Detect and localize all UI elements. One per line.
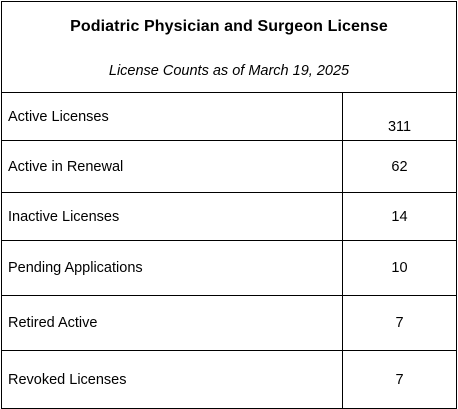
table-row: Retired Active 7 (1, 295, 457, 351)
row-label: Pending Applications (1, 240, 343, 296)
table-header: Podiatric Physician and Surgeon License … (1, 1, 457, 92)
row-value: 10 (342, 240, 457, 296)
table-row: Active Licenses 311 (1, 92, 457, 141)
document-subtitle: License Counts as of March 19, 2025 (108, 63, 350, 79)
row-label: Retired Active (1, 295, 343, 351)
row-value: 14 (342, 192, 457, 241)
row-value: 7 (342, 350, 457, 409)
document-title: Podiatric Physician and Surgeon License (70, 18, 388, 35)
table-row: Active in Renewal 62 (1, 140, 457, 193)
license-counts-table: Active Licenses 311 Active in Renewal 62… (1, 92, 457, 409)
row-label: Active Licenses (1, 92, 343, 141)
row-label: Inactive Licenses (1, 192, 343, 241)
row-label: Revoked Licenses (1, 350, 343, 409)
table-row: Inactive Licenses 14 (1, 192, 457, 241)
table-row: Revoked Licenses 7 (1, 350, 457, 409)
row-value: 311 (342, 92, 457, 141)
table-row: Pending Applications 10 (1, 240, 457, 296)
row-value: 7 (342, 295, 457, 351)
row-label: Active in Renewal (1, 140, 343, 193)
row-value: 62 (342, 140, 457, 193)
